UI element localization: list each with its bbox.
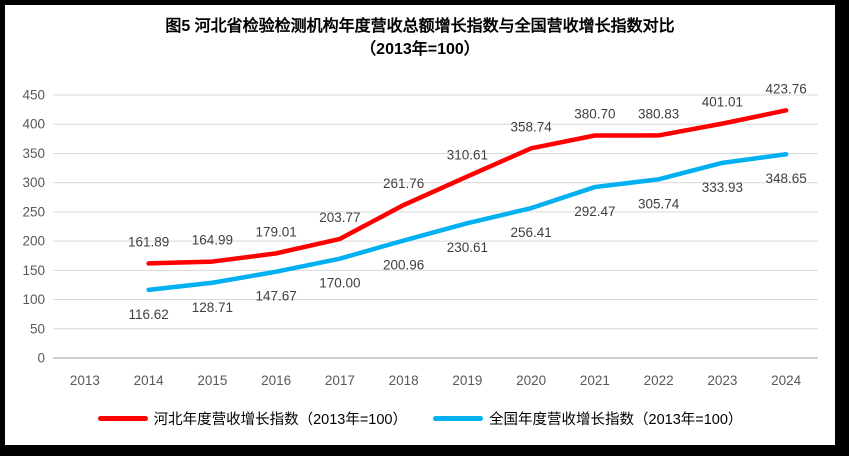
x-tick-label: 2023: [707, 373, 737, 388]
series-line-1: [146, 151, 789, 293]
y-tick-label: 50: [30, 321, 45, 336]
data-label-0: 164.99: [192, 233, 233, 248]
data-label-0: 380.83: [638, 106, 679, 121]
legend-item-national: 全国年度营收增长指数（2013年=100）: [433, 408, 742, 429]
data-label-0: 423.76: [765, 81, 806, 96]
x-tick-label: 2021: [580, 373, 610, 388]
y-tick-label: 400: [22, 117, 45, 132]
data-label-0: 261.76: [383, 176, 424, 191]
legend-line-swatch-national: [433, 416, 483, 421]
data-label-1: 230.61: [447, 240, 488, 255]
chart-title-block: 图5 河北省检验检测机构年度营收总额增长指数与全国营收增长指数对比 （2013年…: [5, 15, 835, 61]
y-tick-label: 100: [22, 292, 45, 307]
legend-label-hebei: 河北年度营收增长指数（2013年=100）: [153, 412, 407, 428]
series-line-0: [146, 108, 789, 266]
legend-item-hebei: 河北年度营收增长指数（2013年=100）: [97, 408, 407, 429]
y-tick-label: 300: [22, 175, 45, 190]
y-tick-label: 0: [37, 351, 45, 366]
chart-title: 图5 河北省检验检测机构年度营收总额增长指数与全国营收增长指数对比: [165, 18, 675, 35]
x-tick-label: 2019: [452, 373, 482, 388]
x-tick-label: 2015: [197, 373, 227, 388]
data-label-1: 147.67: [255, 289, 296, 304]
legend-label-national: 全国年度营收增长指数（2013年=100）: [489, 412, 743, 428]
data-label-0: 179.01: [255, 224, 296, 239]
data-label-0: 380.70: [574, 107, 615, 122]
x-tick-label: 2016: [261, 373, 291, 388]
y-tick-label: 250: [22, 204, 45, 219]
data-label-1: 200.96: [383, 258, 424, 273]
x-tick-label: 2024: [771, 373, 802, 388]
x-tick-label: 2022: [644, 373, 674, 388]
legend: 河北年度营收增长指数（2013年=100） 全国年度营收增长指数（2013年=1…: [5, 408, 835, 429]
data-label-1: 333.93: [702, 180, 743, 195]
data-label-1: 348.65: [765, 171, 806, 186]
data-label-1: 128.71: [192, 300, 233, 315]
x-tick-label: 2014: [134, 373, 165, 388]
data-label-0: 310.61: [447, 147, 488, 162]
y-tick-label: 350: [22, 146, 45, 161]
data-label-0: 161.89: [128, 234, 169, 249]
line-chart-plot: 0 50 100 150 200 250 300 350 400 450 2013 2014 2015 2…: [22, 81, 818, 388]
legend-line-swatch-hebei: [97, 416, 148, 421]
data-label-0: 203.77: [319, 210, 360, 225]
x-tick-label: 2017: [325, 373, 355, 388]
data-label-1: 116.62: [128, 307, 168, 322]
data-label-1: 170.00: [319, 276, 360, 291]
data-label-0: 401.01: [702, 95, 743, 110]
y-tick-label: 200: [22, 234, 45, 249]
y-tick-label: 450: [22, 88, 45, 103]
y-tick-label: 150: [22, 263, 45, 278]
chart-subtitle: （2013年=100）: [360, 41, 480, 58]
x-tick-label: 2020: [516, 373, 546, 388]
chart-inner-area: 0 50 100 150 200 250 300 350 400 450 2013 2014 2015 2…: [5, 5, 835, 445]
data-label-1: 305.74: [638, 196, 680, 211]
data-label-1: 292.47: [574, 204, 615, 219]
x-tick-label: 2018: [389, 373, 419, 388]
data-label-0: 358.74: [510, 119, 552, 134]
x-tick-label: 2013: [70, 373, 100, 388]
data-label-1: 256.41: [510, 225, 551, 240]
